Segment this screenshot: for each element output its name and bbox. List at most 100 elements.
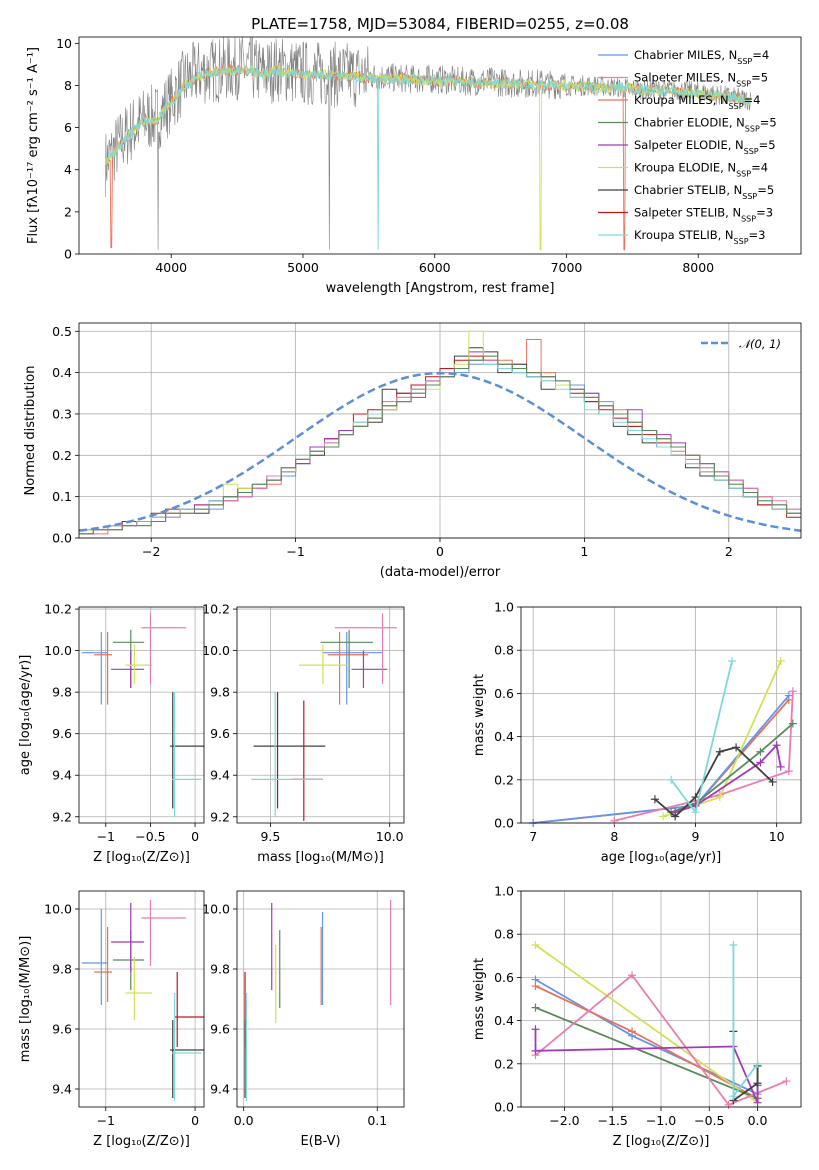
x-tick-label: −1.0 bbox=[646, 1113, 676, 1128]
legend-label: Chabrier MILES, NSSP=4 bbox=[634, 48, 769, 66]
y-tick-label: 0 bbox=[64, 247, 72, 262]
axes-frame bbox=[236, 606, 405, 824]
y-tick-label: 10.0 bbox=[44, 902, 72, 917]
x-tick-label: −1.5 bbox=[598, 1113, 628, 1128]
y-axis-label: Flux [fλ10⁻¹⁷ erg cm⁻² s⁻¹ A⁻¹] bbox=[26, 47, 41, 244]
legend-label: Salpeter STELIB, NSSP=3 bbox=[634, 206, 773, 224]
weight-marker bbox=[715, 793, 724, 802]
weight-marker bbox=[728, 657, 737, 665]
x-tick-label: −0.5 bbox=[135, 829, 165, 844]
weight-marker bbox=[691, 808, 700, 817]
weight-marker bbox=[788, 687, 797, 696]
weight-marker bbox=[667, 775, 676, 784]
weight-marker bbox=[732, 743, 741, 752]
axes-frame bbox=[78, 322, 802, 539]
x-axis-label: age [log₁₀(age/yr)] bbox=[601, 850, 722, 865]
weight-marker bbox=[776, 657, 785, 665]
y-tick-label: 9.4 bbox=[52, 768, 72, 783]
y-tick-label: 10.2 bbox=[44, 602, 72, 617]
y-tick-label: 9.4 bbox=[210, 768, 230, 783]
x-tick-label: 0.0 bbox=[234, 1113, 254, 1128]
legend-label: 𝒩(0, 1) bbox=[739, 337, 781, 351]
y-tick-label: 10.0 bbox=[44, 643, 72, 658]
y-tick-label: 0.4 bbox=[494, 1013, 514, 1028]
x-tick-label: −2 bbox=[142, 544, 160, 559]
y-tick-label: 0.2 bbox=[494, 772, 514, 787]
y-tick-label: 0.8 bbox=[494, 643, 514, 658]
legend-label: Salpeter ELODIE, NSSP=5 bbox=[634, 138, 776, 156]
x-tick-label: 1 bbox=[580, 544, 588, 559]
legend-label: Salpeter MILES, NSSP=5 bbox=[634, 71, 768, 89]
weight-marker bbox=[531, 1025, 540, 1034]
x-tick-label: 8 bbox=[610, 829, 618, 844]
weight-marker bbox=[753, 1098, 762, 1107]
x-axis-label: (data-model)/error bbox=[380, 565, 501, 580]
x-tick-label: 2 bbox=[725, 544, 733, 559]
y-tick-label: 9.2 bbox=[52, 809, 72, 824]
weight-marker bbox=[531, 1046, 540, 1055]
weight-marker bbox=[659, 812, 668, 821]
weight-marker bbox=[784, 691, 793, 700]
y-tick-label: 9.2 bbox=[210, 809, 230, 824]
weight-marker bbox=[531, 982, 540, 991]
y-tick-label: 8 bbox=[64, 78, 72, 93]
axes-frame bbox=[78, 606, 205, 824]
y-axis-label: Normed distribution bbox=[23, 366, 38, 496]
y-tick-label: 1.0 bbox=[494, 884, 514, 899]
normal-curve bbox=[78, 371, 802, 533]
legend-label: Kroupa STELIB, NSSP=3 bbox=[634, 228, 765, 246]
legend-label: Chabrier ELODIE, NSSP=5 bbox=[634, 116, 777, 134]
y-tick-label: 0.5 bbox=[52, 324, 72, 339]
axes-frame bbox=[236, 890, 405, 1108]
y-tick-label: 0.4 bbox=[494, 729, 514, 744]
x-tick-label: 9.5 bbox=[260, 829, 280, 844]
x-axis-label: mass [log₁₀(M/M⊙)] bbox=[257, 850, 384, 865]
weight-marker bbox=[671, 812, 680, 821]
weight-marker bbox=[729, 1092, 738, 1101]
x-tick-label: 0.1 bbox=[367, 1113, 387, 1128]
x-tick-label: −2.0 bbox=[549, 1113, 579, 1128]
y-tick-label: 9.6 bbox=[52, 1022, 72, 1037]
weight-marker bbox=[531, 941, 540, 949]
x-tick-label: 9 bbox=[692, 829, 700, 844]
x-tick-label: −0.5 bbox=[694, 1113, 724, 1128]
x-tick-label: 6000 bbox=[419, 260, 451, 275]
weight-marker bbox=[788, 719, 797, 728]
weight-marker bbox=[628, 1027, 637, 1036]
x-tick-label: 4000 bbox=[155, 260, 187, 275]
y-tick-label: 9.4 bbox=[52, 1082, 72, 1097]
y-tick-label: 6 bbox=[64, 120, 72, 135]
x-tick-label: −1 bbox=[286, 544, 304, 559]
y-tick-label: 9.6 bbox=[210, 726, 230, 741]
y-tick-label: 1.0 bbox=[494, 600, 514, 615]
x-tick-label: 10 bbox=[769, 829, 785, 844]
y-tick-label: 0.2 bbox=[494, 1056, 514, 1071]
x-axis-label: Z [log₁₀(Z/Z⊙)] bbox=[613, 1134, 710, 1149]
x-tick-label: 0.0 bbox=[748, 1113, 768, 1128]
spectrum-model-line bbox=[104, 64, 751, 250]
weight-marker bbox=[768, 777, 777, 786]
y-tick-label: 9.8 bbox=[52, 685, 72, 700]
y-axis-label: mass weight bbox=[472, 958, 487, 1040]
y-tick-label: 10 bbox=[56, 36, 72, 51]
axes-frame bbox=[520, 606, 802, 824]
weight-line bbox=[535, 1006, 759, 1100]
x-tick-label: 0 bbox=[191, 829, 199, 844]
x-tick-label: 0 bbox=[436, 544, 444, 559]
y-tick-label: 9.8 bbox=[210, 962, 230, 977]
y-tick-label: 0.0 bbox=[494, 816, 514, 831]
y-tick-label: 0.8 bbox=[494, 927, 514, 942]
weight-marker bbox=[782, 1077, 791, 1086]
x-tick-label: 8000 bbox=[682, 260, 714, 275]
weight-line bbox=[534, 944, 759, 1105]
x-tick-label: 5000 bbox=[287, 260, 319, 275]
y-tick-label: 10.0 bbox=[202, 643, 230, 658]
weight-marker bbox=[756, 758, 765, 767]
y-tick-label: 10.0 bbox=[202, 902, 230, 917]
chart-title: PLATE=1758, MJD=53084, FIBERID=0255, z=0… bbox=[251, 15, 629, 33]
x-tick-label: 0 bbox=[191, 1113, 199, 1128]
weight-marker bbox=[772, 741, 781, 750]
weight-marker bbox=[628, 971, 637, 980]
y-axis-label: age [log₁₀(age/yr)] bbox=[18, 655, 33, 776]
legend-label: Kroupa ELODIE, NSSP=4 bbox=[634, 161, 768, 179]
